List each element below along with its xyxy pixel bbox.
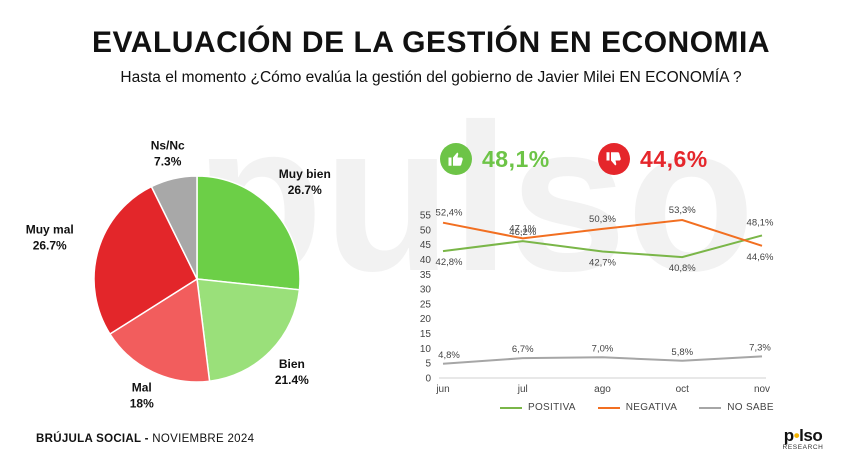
kpi-negative: 44,6% (598, 143, 708, 175)
data-label-no-sabe: 5,8% (671, 347, 693, 358)
x-tick-label: nov (754, 384, 770, 395)
pie-label-muy-bien: Muy bien (279, 167, 331, 181)
pie-label-muy-mal: Muy mal (26, 223, 74, 237)
data-label-positiva: 42,8% (436, 257, 463, 268)
footer: BRÚJULA SOCIAL - NOVIEMBRE 2024 (36, 433, 254, 445)
x-tick-label: oct (676, 384, 690, 395)
line-legend: POSITIVA NEGATIVA NO SABE (500, 402, 774, 413)
y-tick-label: 10 (420, 344, 432, 355)
y-tick-label: 50 (420, 225, 432, 236)
logo-sub: RESEARCH (782, 444, 824, 451)
legend-swatch (699, 406, 722, 409)
y-tick-label: 30 (420, 285, 432, 296)
page-title: EVALUACIÓN DE LA GESTIÓN EN ECONOMIA (91, 26, 771, 59)
kpi-positive-value: 48,1% (482, 145, 550, 172)
pie-label-ns-nc: Ns/Nc (151, 138, 185, 152)
pie-label-bien: Bien (279, 357, 305, 371)
pie-value-muy-bien: 26.7% (288, 183, 322, 197)
legend-label: NEGATIVA (625, 402, 678, 413)
pie-slice-muy-bien (196, 175, 301, 291)
legend-no-sabe: NO SABE (699, 402, 774, 413)
series-line-negativa (442, 219, 763, 247)
data-label-negativa: 44,6% (747, 252, 774, 263)
legend-positiva: POSITIVA (500, 402, 576, 413)
data-label-negativa: 53,3% (669, 205, 696, 216)
data-label-negativa: 50,3% (589, 214, 616, 225)
legend-swatch (500, 406, 522, 409)
y-tick-label: 45 (420, 240, 432, 251)
thumbs-up-icon (440, 143, 472, 175)
y-tick-label: 15 (420, 329, 432, 340)
pie-value-muy-mal: 26.7% (33, 239, 67, 253)
series-line-positiva (442, 234, 763, 259)
x-tick-label: jun (435, 384, 449, 395)
y-tick-label: 35 (420, 270, 432, 281)
data-label-no-sabe: 6,7% (512, 344, 534, 355)
series-line-no-sabe (442, 355, 763, 365)
data-label-positiva: 42,7% (589, 257, 616, 268)
data-label-negativa: 47,1% (509, 223, 536, 234)
pie-label-mal: Mal (132, 381, 152, 395)
kpi-positive: 48,1% (440, 143, 550, 175)
pie-slice-bien (196, 278, 301, 383)
data-label-negativa: 52,4% (436, 208, 463, 219)
data-label-positiva: 40,8% (669, 263, 696, 274)
x-tick-label: jul (517, 384, 528, 395)
pie-slice-muy-mal (93, 185, 198, 336)
data-label-no-sabe: 4,8% (438, 350, 460, 361)
data-label-positiva: 48,1% (747, 217, 774, 228)
x-tick-label: ago (594, 384, 611, 395)
footer-brand: BRÚJULA SOCIAL - (36, 433, 149, 445)
pulso-logo: p•lso RESEARCH (772, 426, 834, 451)
pie-value-mal: 18% (130, 397, 154, 411)
pie-value-bien: 21.4% (275, 373, 309, 387)
y-tick-label: 5 (425, 359, 431, 370)
pie-slice-mal (108, 277, 211, 383)
data-label-no-sabe: 7,0% (592, 343, 614, 354)
logo-name: p•lso (783, 426, 823, 445)
data-label-positiva: 46,2% (509, 227, 536, 238)
legend-negativa: NEGATIVA (597, 402, 678, 413)
data-label-no-sabe: 7,3% (749, 342, 771, 353)
y-tick-label: 55 (420, 211, 432, 222)
pie-slice-ns-nc (150, 175, 198, 280)
pie-value-ns-nc: 7.3% (154, 154, 182, 168)
y-tick-label: 40 (420, 255, 432, 266)
footer-date: NOVIEMBRE 2024 (148, 433, 255, 445)
y-tick-label: 20 (420, 314, 432, 325)
y-tick-label: 0 (425, 374, 431, 385)
page-subtitle: Hasta el momento ¿Cómo evalúa la gestión… (120, 69, 742, 86)
kpi-negative-value: 44,6% (640, 145, 708, 172)
y-tick-label: 25 (420, 299, 432, 310)
legend-label: POSITIVA (528, 402, 576, 413)
thumbs-down-icon (598, 143, 630, 175)
legend-label: NO SABE (727, 402, 774, 413)
legend-swatch (597, 406, 620, 409)
